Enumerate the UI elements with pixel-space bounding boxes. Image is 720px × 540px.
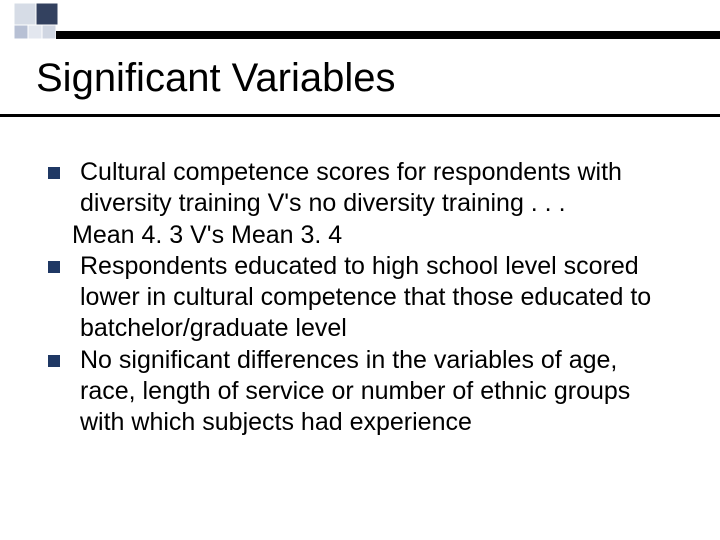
top-decor bbox=[0, 0, 720, 44]
square-bullet-icon bbox=[48, 355, 60, 367]
page-title: Significant Variables bbox=[36, 56, 684, 101]
list-item-text: No significant differences in the variab… bbox=[80, 345, 676, 439]
content: Cultural competence scores for responden… bbox=[36, 157, 684, 438]
list-item: Respondents educated to high school leve… bbox=[48, 251, 676, 345]
list-item-text: Cultural competence scores for responden… bbox=[80, 157, 676, 220]
square-bullet-icon bbox=[48, 167, 60, 179]
list-item: No significant differences in the variab… bbox=[48, 345, 676, 439]
list-item-continuation: Mean 4. 3 V's Mean 3. 4 bbox=[72, 220, 676, 251]
list-item: Cultural competence scores for responden… bbox=[48, 157, 676, 220]
slide: Significant Variables Cultural competenc… bbox=[0, 0, 720, 438]
list-item-text: Respondents educated to high school leve… bbox=[80, 251, 676, 345]
title-rule bbox=[0, 114, 720, 117]
square-bullet-icon bbox=[48, 261, 60, 273]
